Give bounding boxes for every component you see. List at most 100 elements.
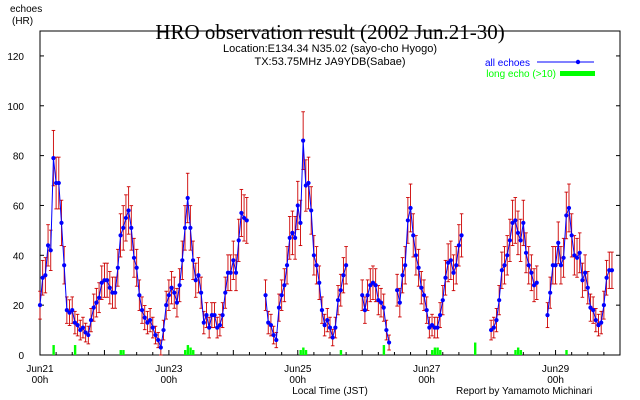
all-echoes-point <box>292 235 298 240</box>
long-echo-bar <box>516 347 520 355</box>
all-echoes-point <box>113 290 118 295</box>
x-tick-label-date: Jun25 <box>284 364 312 375</box>
all-echoes-point <box>70 308 75 313</box>
all-echoes-point <box>266 320 271 325</box>
all-echoes-point <box>330 335 335 340</box>
all-echoes-point <box>62 263 67 268</box>
all-echoes-point <box>314 263 319 268</box>
all-echoes-point <box>282 283 287 288</box>
long-echo-bar <box>189 347 192 355</box>
all-echoes-point <box>523 250 529 255</box>
all-echoes-point <box>588 305 593 310</box>
all-echoes-point <box>580 278 585 283</box>
all-echoes-point <box>37 303 43 308</box>
all-echoes-point <box>408 205 413 211</box>
all-echoes-point <box>566 205 572 211</box>
y-axis-title-line2: (HR) <box>12 16 33 27</box>
all-echoes-point <box>510 220 515 226</box>
all-echoes-point <box>564 213 569 218</box>
plot-layer: 020406080100120Jun2100hJun2300hJun2500hJ… <box>7 30 621 386</box>
all-echoes-point <box>556 240 561 245</box>
all-echoes-point <box>193 278 198 283</box>
all-echoes-point <box>139 308 145 313</box>
all-echoes-point <box>395 288 400 293</box>
all-echoes-point <box>129 225 134 230</box>
all-echoes-point <box>276 305 282 310</box>
x-tick-label-time: 00h <box>161 375 178 386</box>
all-echoes-point <box>526 263 531 268</box>
all-echoes-point <box>446 260 451 265</box>
all-echoes-point <box>421 293 427 298</box>
all-echoes-point <box>150 325 155 330</box>
long-echo-bar <box>519 350 523 355</box>
all-echoes-point <box>107 285 112 290</box>
long-echo-bar <box>436 347 439 355</box>
legend-label-all-echoes: all echoes <box>485 58 530 69</box>
y-tick-label: 80 <box>13 152 25 163</box>
all-echoes-point <box>172 290 177 295</box>
all-echoes-point <box>333 325 338 330</box>
all-echoes-point <box>158 345 163 350</box>
long-echo-bar <box>339 350 343 355</box>
all-echoes-point <box>174 300 180 305</box>
all-echoes-point <box>429 322 435 328</box>
all-echoes-point <box>72 320 78 325</box>
all-echoes-point <box>529 270 534 275</box>
all-echoes-point <box>585 285 590 290</box>
all-echoes-point <box>596 322 601 328</box>
all-echoes-point <box>134 265 139 270</box>
all-echoes-point <box>131 255 137 260</box>
x-tick-label-date: Jun23 <box>155 364 183 375</box>
all-echoes-point <box>185 195 190 201</box>
all-echoes-point <box>88 318 94 323</box>
all-echoes-point <box>373 283 378 288</box>
long-echo-bar <box>565 350 568 355</box>
all-echoes-point <box>271 332 276 338</box>
all-echoes-point <box>502 263 507 268</box>
y-tick-label: 120 <box>7 52 24 63</box>
all-echoes-point <box>43 273 48 278</box>
long-echo-bar <box>192 350 195 355</box>
all-echoes-point <box>521 220 526 226</box>
all-echoes-point <box>454 263 459 268</box>
y-tick-label: 0 <box>18 351 24 362</box>
all-echoes-point <box>239 210 244 216</box>
all-echoes-point <box>548 290 553 295</box>
all-echoes-point <box>368 283 373 288</box>
all-echoes-point <box>497 298 502 303</box>
all-echoes-point <box>413 253 419 258</box>
all-echoes-point <box>604 275 609 280</box>
long-echo-bar <box>52 345 55 355</box>
all-echoes-point <box>505 253 510 258</box>
all-echoes-point <box>145 320 150 325</box>
all-echoes-point <box>244 218 249 223</box>
x-axis-title: Local Time (JST) <box>292 386 368 397</box>
all-echoes-point <box>220 313 225 318</box>
all-echoes-point <box>370 280 376 285</box>
all-echoes-point <box>545 313 550 318</box>
all-echoes-point <box>190 258 196 263</box>
all-echoes-point <box>309 208 314 213</box>
all-echoes-point <box>199 290 204 295</box>
all-echoes-point <box>231 258 236 263</box>
all-echoes-point <box>609 268 615 273</box>
all-echoes-point <box>386 340 392 345</box>
long-echo-bar <box>433 347 437 355</box>
all-echoes-point <box>142 315 147 320</box>
all-echoes-point <box>338 288 343 293</box>
all-echoes-point <box>45 243 51 248</box>
all-echoes-point <box>448 258 453 263</box>
all-echoes-point <box>75 322 80 328</box>
all-echoes-point <box>182 225 188 230</box>
all-echoes-point <box>553 263 558 268</box>
all-echoes-point <box>344 263 349 268</box>
all-echoes-point <box>263 293 268 298</box>
all-echoes-point <box>534 280 539 285</box>
all-echoes-point <box>319 308 325 313</box>
all-echoes-point <box>147 318 153 323</box>
all-echoes-point <box>459 233 464 238</box>
long-echo-bar <box>304 350 308 355</box>
all-echoes-point <box>228 270 233 275</box>
y-tick-label: 100 <box>7 102 24 113</box>
legend-swatch-long-echo <box>560 71 595 76</box>
